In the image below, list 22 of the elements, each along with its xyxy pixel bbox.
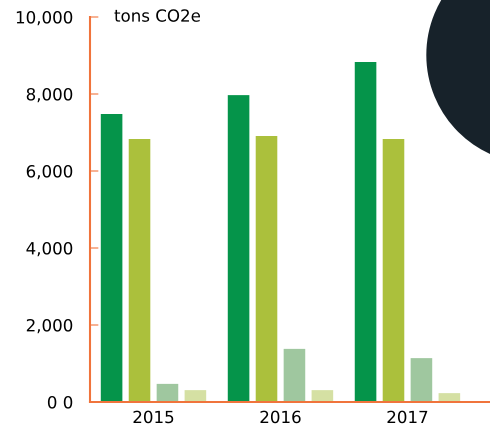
y-tick-label: 10,000 bbox=[16, 10, 72, 26]
bar bbox=[284, 348, 306, 402]
bar bbox=[382, 139, 404, 402]
x-tick-label: 2015 bbox=[134, 410, 174, 424]
bar bbox=[312, 390, 334, 402]
y-tick-label: 8,000 bbox=[26, 88, 72, 102]
bar bbox=[256, 136, 278, 402]
y-tick-label: 2,000 bbox=[26, 318, 72, 334]
bar bbox=[410, 358, 432, 402]
bar bbox=[184, 390, 206, 402]
bar bbox=[156, 384, 178, 402]
bar bbox=[354, 62, 376, 402]
y-tick-label: 0 0 bbox=[48, 396, 72, 409]
bar bbox=[128, 139, 150, 402]
bar bbox=[438, 393, 460, 402]
y-tick-label: 6,000 bbox=[26, 164, 72, 180]
y-tick-label: 4,000 bbox=[26, 242, 72, 256]
y-axis-title: tons CO2e bbox=[114, 9, 200, 22]
x-tick-label: 2016 bbox=[260, 410, 301, 424]
bar bbox=[228, 95, 250, 402]
bar bbox=[100, 114, 122, 402]
x-tick-label: 2017 bbox=[387, 410, 428, 424]
